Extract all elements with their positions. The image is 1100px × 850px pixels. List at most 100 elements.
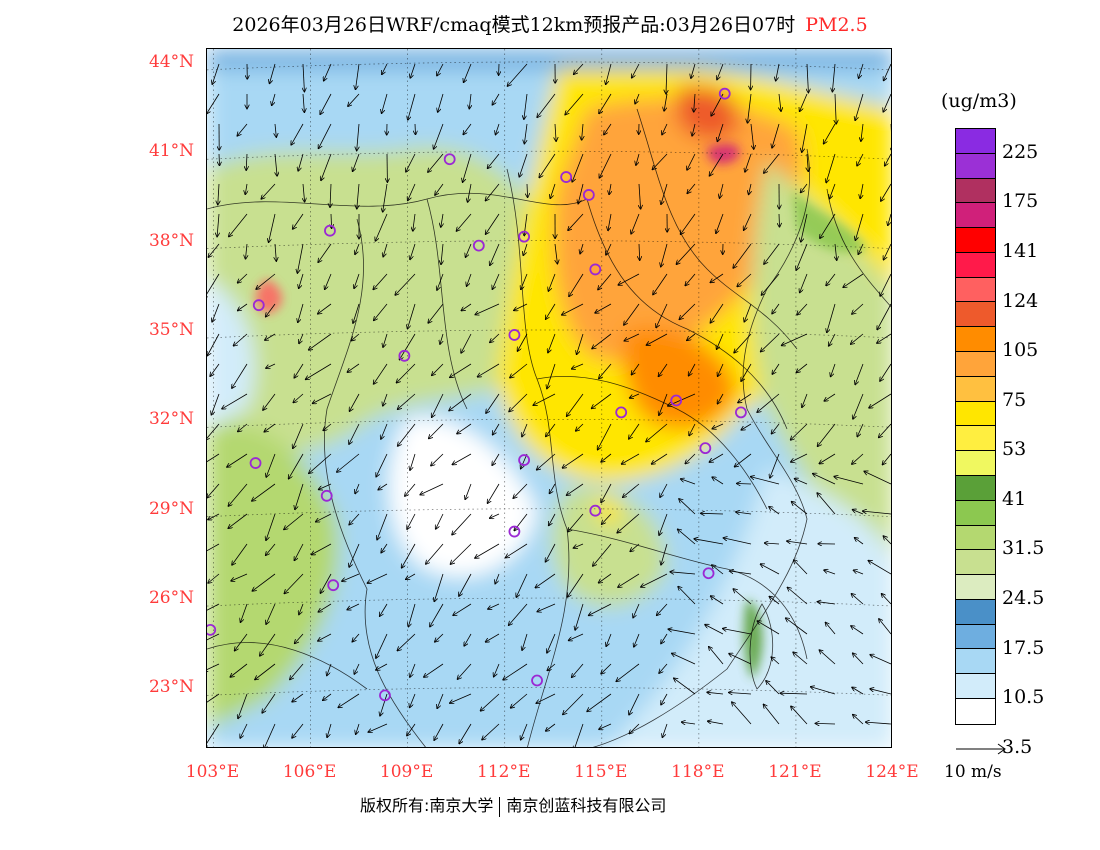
wind-arrow — [354, 273, 360, 288]
wind-arrow — [859, 63, 864, 78]
lat-label: 29°N — [148, 498, 194, 519]
wind-arrow — [641, 573, 668, 587]
latitude-line — [207, 240, 891, 249]
wind-arrow — [751, 477, 780, 485]
wind-arrow — [634, 633, 640, 647]
wind-arrow — [630, 543, 640, 551]
wind-arrow — [238, 423, 248, 432]
wind-arrow — [207, 273, 220, 299]
wind-arrow — [616, 663, 640, 681]
wind-arrow — [299, 273, 304, 288]
coastal-detail — [255, 143, 867, 679]
city-marker — [252, 299, 265, 312]
wind-arrow — [853, 393, 864, 419]
wind-arrow — [407, 723, 416, 736]
wind-arrow — [732, 702, 752, 725]
wind-arrow — [284, 573, 304, 593]
wind-arrow — [318, 603, 332, 612]
wind-arrow — [318, 633, 332, 641]
wind-arrow — [208, 243, 220, 257]
map-title: 2026年03月26日WRF/cmaq模式12km预报产品:03月26日07时 P… — [0, 10, 1100, 37]
wind-arrow — [794, 560, 808, 575]
wind-arrow — [664, 93, 668, 111]
wind-arrow — [631, 213, 640, 234]
wind-arrow — [325, 273, 332, 289]
wind-arrow — [824, 570, 836, 575]
wind-arrow — [568, 213, 584, 230]
wind-arrow — [668, 629, 696, 635]
wind-arrow — [508, 63, 528, 86]
wind-arrow — [450, 363, 472, 377]
wind-arrow — [207, 333, 220, 356]
wind-arrow — [710, 303, 724, 323]
wind-arrow — [264, 723, 276, 747]
wind-arrow — [652, 453, 668, 464]
wind-arrow — [521, 723, 528, 740]
wind-arrow — [734, 333, 752, 353]
wind-arrow — [324, 63, 332, 81]
wind-arrow — [349, 543, 360, 567]
lat-label: 26°N — [148, 588, 194, 609]
wind-arrow — [813, 474, 836, 485]
wind-arrow — [737, 484, 752, 485]
wind-arrow — [618, 573, 640, 587]
wind-arrow — [337, 453, 360, 472]
wind-arrow — [630, 393, 640, 398]
wind-arrow — [408, 183, 416, 200]
wind-arrow — [565, 93, 584, 115]
lon-label: 115°E — [574, 762, 628, 782]
wind-arrow — [685, 273, 696, 286]
wind-arrow — [709, 647, 724, 665]
wind-arrow — [509, 393, 528, 412]
wind-arrow — [646, 423, 668, 442]
wind-arrow — [255, 663, 276, 680]
wind-arrow — [347, 363, 360, 372]
wind-arrow — [266, 543, 276, 555]
wind-arrow — [852, 453, 864, 464]
color-swatch — [956, 698, 995, 724]
wind-arrow — [490, 513, 500, 518]
wind-arrow — [352, 633, 360, 642]
wind-arrow — [458, 663, 472, 679]
wind-arrow — [293, 213, 304, 229]
wind-arrow — [601, 663, 612, 674]
wind-arrow — [870, 689, 891, 695]
wind-arrow — [604, 123, 612, 135]
color-swatch — [956, 451, 995, 476]
wind-arrow — [451, 543, 472, 564]
units-label: (ug/m3) — [941, 90, 1017, 112]
wind-arrow — [546, 543, 556, 562]
wind-arrow — [710, 153, 724, 176]
wind-arrow — [609, 183, 611, 194]
copyright-text: 版权所有:南京大学 — [360, 796, 494, 815]
color-swatch — [956, 228, 995, 253]
wind-arrow — [639, 243, 640, 260]
wind-arrow — [461, 303, 472, 311]
color-swatch — [956, 475, 995, 501]
wind-arrow — [701, 513, 724, 514]
wind-arrow — [252, 483, 276, 501]
wind-arrow — [574, 723, 584, 747]
wind-arrow — [800, 93, 808, 111]
wind-arrow — [724, 538, 752, 545]
wind-arrow — [647, 333, 668, 345]
wind-arrow — [516, 573, 528, 597]
wind-arrow — [342, 573, 360, 581]
wind-arrow — [377, 513, 388, 540]
wind-arrow — [682, 722, 696, 724]
wind-arrow — [738, 393, 752, 403]
wind-arrow — [437, 693, 444, 708]
wind-arrow — [661, 633, 668, 644]
wind-arrow — [676, 243, 696, 264]
wind-arrow — [757, 393, 780, 412]
color-swatch — [956, 352, 995, 377]
scale-label: 10.5 — [1002, 686, 1045, 709]
wind-arrow — [481, 693, 500, 711]
wind-arrow — [681, 213, 696, 234]
lon-label: 118°E — [671, 762, 725, 782]
wind-arrow — [486, 633, 500, 642]
wind-arrow — [801, 213, 808, 242]
wind-arrow — [599, 573, 612, 583]
wind-arrow — [870, 655, 891, 665]
wind-arrow — [486, 393, 500, 413]
